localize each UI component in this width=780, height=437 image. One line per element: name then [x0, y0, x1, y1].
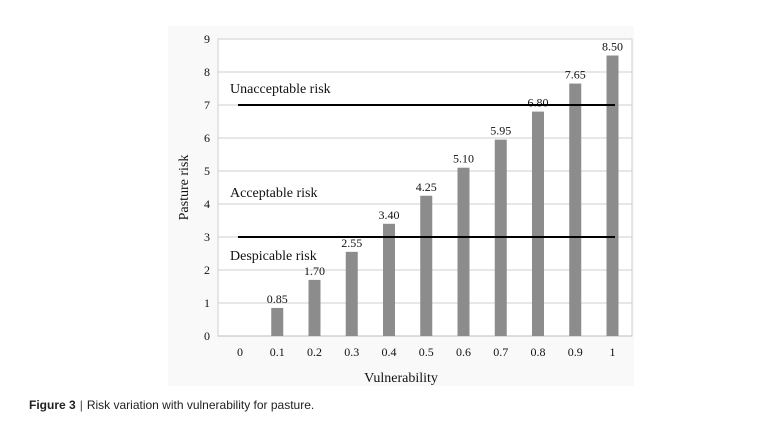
x-tick-label: 0.3: [344, 345, 359, 359]
data-label: 5.10: [453, 152, 474, 166]
x-tick-label: 0.5: [419, 345, 434, 359]
bar-chart: 0 1 2 3 4 5 6 7 8 9 0 0.85 0.1 1.70 0.2 2.55 0.3 3.40 0.4 4…: [177, 32, 633, 386]
y-tick-label: 5: [204, 164, 210, 178]
bar: [345, 251, 358, 336]
data-label: 2.55: [341, 236, 362, 250]
x-tick-label: 0.9: [568, 345, 583, 359]
x-tick-label: 0.8: [531, 345, 546, 359]
data-label: 6.80: [528, 96, 549, 110]
x-tick-label: 0.6: [456, 345, 471, 359]
y-axis-title: Pasture risk: [177, 155, 192, 221]
threshold-label: Despicable risk: [230, 249, 317, 264]
threshold-label: Unacceptable risk: [230, 82, 331, 97]
x-tick-label: 1: [610, 345, 616, 359]
x-tick-label: 0: [237, 345, 243, 359]
bar: [532, 111, 544, 336]
caption-text: Risk variation with vulnerability for pa…: [86, 398, 315, 412]
x-tick-label: 0.2: [307, 345, 322, 359]
x-tick-label: 0.4: [382, 345, 397, 359]
data-label: 1.70: [304, 264, 325, 278]
bar: [457, 167, 470, 336]
data-label: 7.65: [565, 68, 586, 82]
data-label: 3.40: [379, 208, 400, 222]
y-tick-label: 0: [204, 329, 210, 343]
y-tick-label: 7: [204, 98, 210, 112]
caption-separator: |: [79, 398, 83, 412]
y-tick-label: 2: [204, 263, 210, 277]
data-label: 5.95: [490, 124, 511, 138]
y-tick-label: 1: [204, 296, 210, 310]
y-tick-label: 9: [204, 32, 210, 46]
x-tick-label: 0.1: [270, 345, 285, 359]
x-tick-label: 0.7: [493, 345, 508, 359]
data-label: 8.50: [602, 40, 623, 54]
bar: [606, 55, 619, 336]
y-tick-label: 3: [204, 230, 210, 244]
data-label: 4.25: [416, 180, 437, 194]
y-tick-label: 8: [204, 65, 210, 79]
bar: [420, 195, 433, 336]
y-tick-label: 6: [204, 131, 210, 145]
figure-caption: Figure 3 | Risk variation with vulnerabili…: [29, 398, 314, 412]
chart-area: 0 1 2 3 4 5 6 7 8 9 0 0.85 0.1 1.70 0.2 2.55 0.3 3.40 0.4 4…: [168, 26, 634, 386]
bar: [383, 223, 395, 336]
x-axis-title: Vulnerability: [364, 371, 438, 386]
threshold-label: Acceptable risk: [230, 186, 317, 201]
data-label: 0.85: [267, 292, 288, 306]
figure-label: Figure 3: [29, 398, 76, 412]
bar: [271, 307, 284, 336]
bar: [308, 279, 321, 336]
bar: [569, 83, 582, 336]
y-tick-label: 4: [204, 197, 210, 211]
